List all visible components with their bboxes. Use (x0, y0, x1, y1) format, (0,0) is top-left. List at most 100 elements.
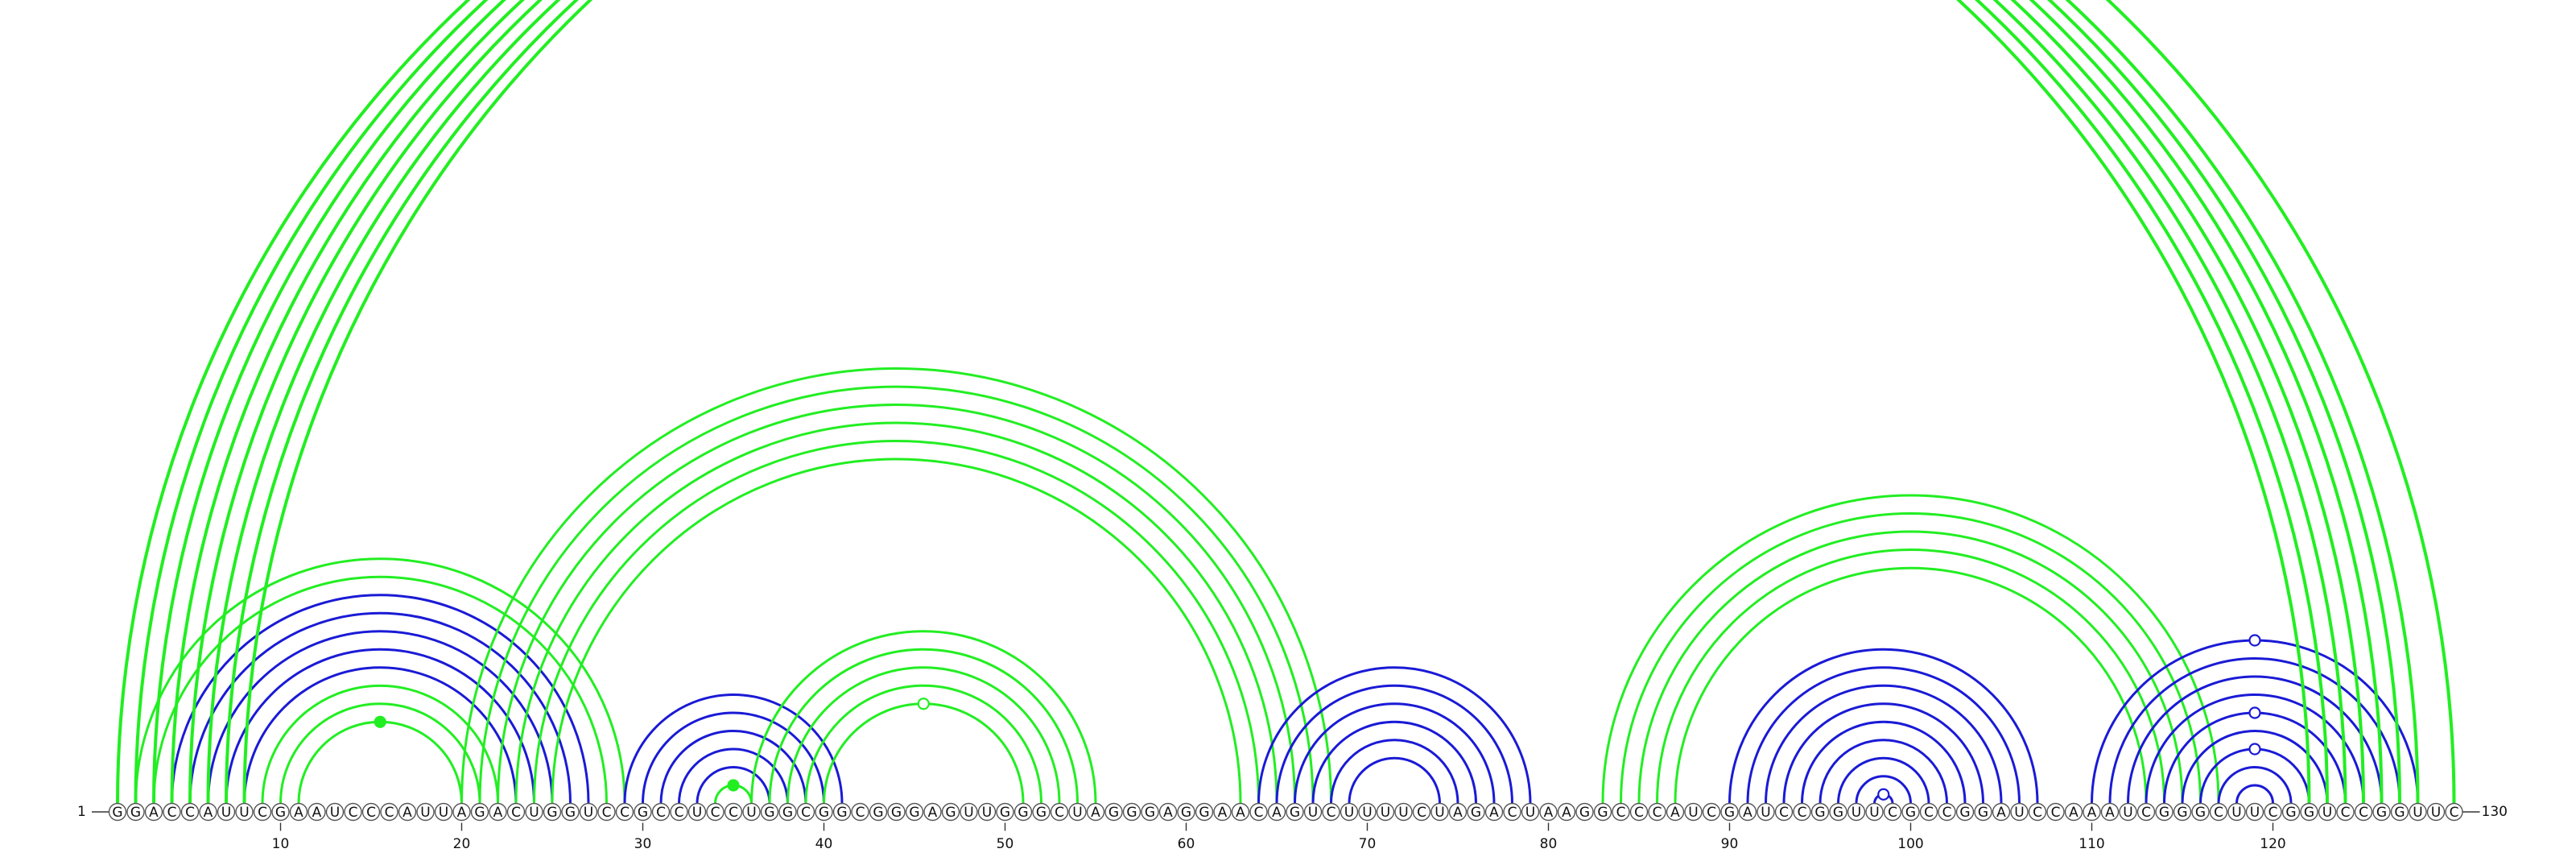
nucleotide-116: G (2191, 802, 2210, 822)
nucleotide-123: U (2318, 802, 2337, 822)
nucleotide-125: C (2354, 802, 2373, 822)
nucleotide-circle (1974, 802, 1992, 822)
nucleotide-circle (706, 802, 724, 822)
nucleotide-106: U (2010, 802, 2029, 822)
nucleotide-127: G (2390, 802, 2409, 822)
nucleotide-letter: A (312, 805, 322, 821)
nucleotide-3: A (144, 802, 163, 822)
nucleotide-letter: G (836, 805, 847, 821)
nucleotide-39: C (796, 802, 815, 822)
nucleotide-129: U (2426, 802, 2446, 822)
nucleotide-circle (525, 802, 543, 822)
nucleotide-letter: U (420, 805, 430, 821)
nucleotide-101: C (1919, 802, 1938, 822)
base-pair-arc-83-117 (1601, 494, 2220, 804)
base-pair-arc-11-20 (297, 720, 463, 804)
pair-markers (374, 634, 2261, 801)
nucleotide-15: C (361, 802, 381, 822)
nucleotide-117: C (2209, 802, 2228, 822)
base-pair-arc-93-104 (1782, 702, 1984, 804)
nucleotide-81: A (1557, 802, 1576, 822)
nucleotide-97: U (1847, 802, 1866, 822)
nucleotide-circle (1340, 802, 1359, 822)
nucleotide-circle (1467, 802, 1485, 822)
pair-marker-40-51 (917, 698, 930, 710)
nucleotide-91: A (1738, 802, 1757, 822)
nucleotide-letter: G (1181, 805, 1191, 821)
nucleotide-circle (1141, 802, 1159, 822)
nucleotide-109: A (2064, 802, 2083, 822)
nucleotide-8: U (235, 802, 254, 822)
nucleotide-letter: G (1018, 805, 1028, 821)
nucleotide-34: C (706, 802, 724, 822)
nucleotide-circle (289, 802, 308, 822)
nucleotide-letter: U (439, 805, 448, 821)
nucleotide-10: G (271, 802, 290, 822)
nucleotide-letter: G (638, 805, 648, 821)
nucleotide-circle (960, 802, 978, 822)
nucleotide-letter: A (1218, 805, 1228, 821)
nucleotide-letter: U (746, 805, 756, 821)
nucleotide-letter: U (239, 805, 249, 821)
nucleotide-letter: C (2214, 805, 2223, 821)
nucleotide-letter: G (474, 805, 485, 821)
nucleotide-circle (1503, 802, 1521, 822)
nucleotide-letter: C (185, 805, 195, 821)
nucleotide-circle (253, 802, 272, 822)
base-pair-arc-64-79 (1257, 666, 1532, 804)
nucleotide-circle (1593, 802, 1612, 822)
nucleotide-letter: U (529, 805, 539, 821)
nucleotide-circle (1847, 802, 1866, 822)
nucleotide-126: G (2372, 802, 2391, 822)
nucleotide-letter: U (1852, 805, 1861, 821)
nucleotide-circle (851, 802, 869, 822)
nucleotide-87: A (1666, 802, 1685, 822)
nucleotide-circle (506, 802, 526, 822)
nucleotide-circle (2191, 802, 2210, 822)
tick-label-60: 60 (1178, 836, 1195, 852)
nucleotide-letter: G (275, 805, 286, 821)
nucleotide-31: C (651, 802, 671, 822)
nucleotide-letter: C (1616, 805, 1626, 821)
nucleotide-circle (1177, 802, 1195, 822)
nucleotide-79: U (1521, 802, 1540, 822)
base-pair-arc-92-105 (1765, 684, 2003, 804)
nucleotide-circle (1702, 802, 1721, 822)
nucleotide-37: G (760, 802, 779, 822)
nucleotide-circle (2372, 802, 2391, 822)
nucleotide-letter: U (1761, 805, 1770, 821)
nucleotide-59: A (1158, 802, 1178, 822)
nucleotide-60: G (1177, 802, 1195, 822)
nucleotide-65: A (1267, 802, 1286, 822)
base-pair-arc-96-101 (1837, 756, 1930, 804)
nucleotide-circle (1267, 802, 1286, 822)
nucleotide-circle (2445, 802, 2463, 822)
base-pair-arc-3-28 (152, 575, 608, 804)
nucleotide-circle (1629, 802, 1649, 822)
nucleotide-letter: A (1743, 805, 1752, 821)
nucleotide-11: A (289, 802, 308, 822)
nucleotide-circle (489, 802, 507, 822)
nucleotide-circle (651, 802, 671, 822)
base-pair-arcs (116, 0, 2456, 804)
nucleotide-circle (308, 802, 326, 822)
nucleotide-circle (2227, 802, 2246, 822)
nucleotide-letter: G (1471, 805, 1481, 821)
nucleotide-circle (1013, 802, 1033, 822)
nucleotide-58: G (1141, 802, 1159, 822)
nucleotide-30: G (634, 802, 652, 822)
nucleotide-letter: G (2394, 805, 2405, 821)
base-pair-arc-86-114 (1656, 549, 2165, 804)
base-pair-arc-87-113 (1674, 566, 2148, 804)
nucleotide-75: A (1448, 802, 1468, 822)
nucleotide-circle (1213, 802, 1232, 822)
nucleotide-82: G (1575, 802, 1594, 822)
nucleotide-circle (996, 802, 1014, 822)
base-pair-arc-95-102 (1818, 739, 1948, 804)
nucleotide-circle (1521, 802, 1540, 822)
nucleotide-circle (1720, 802, 1739, 822)
nucleotide-letter: A (1453, 805, 1463, 821)
nucleotide-circle (144, 802, 163, 822)
